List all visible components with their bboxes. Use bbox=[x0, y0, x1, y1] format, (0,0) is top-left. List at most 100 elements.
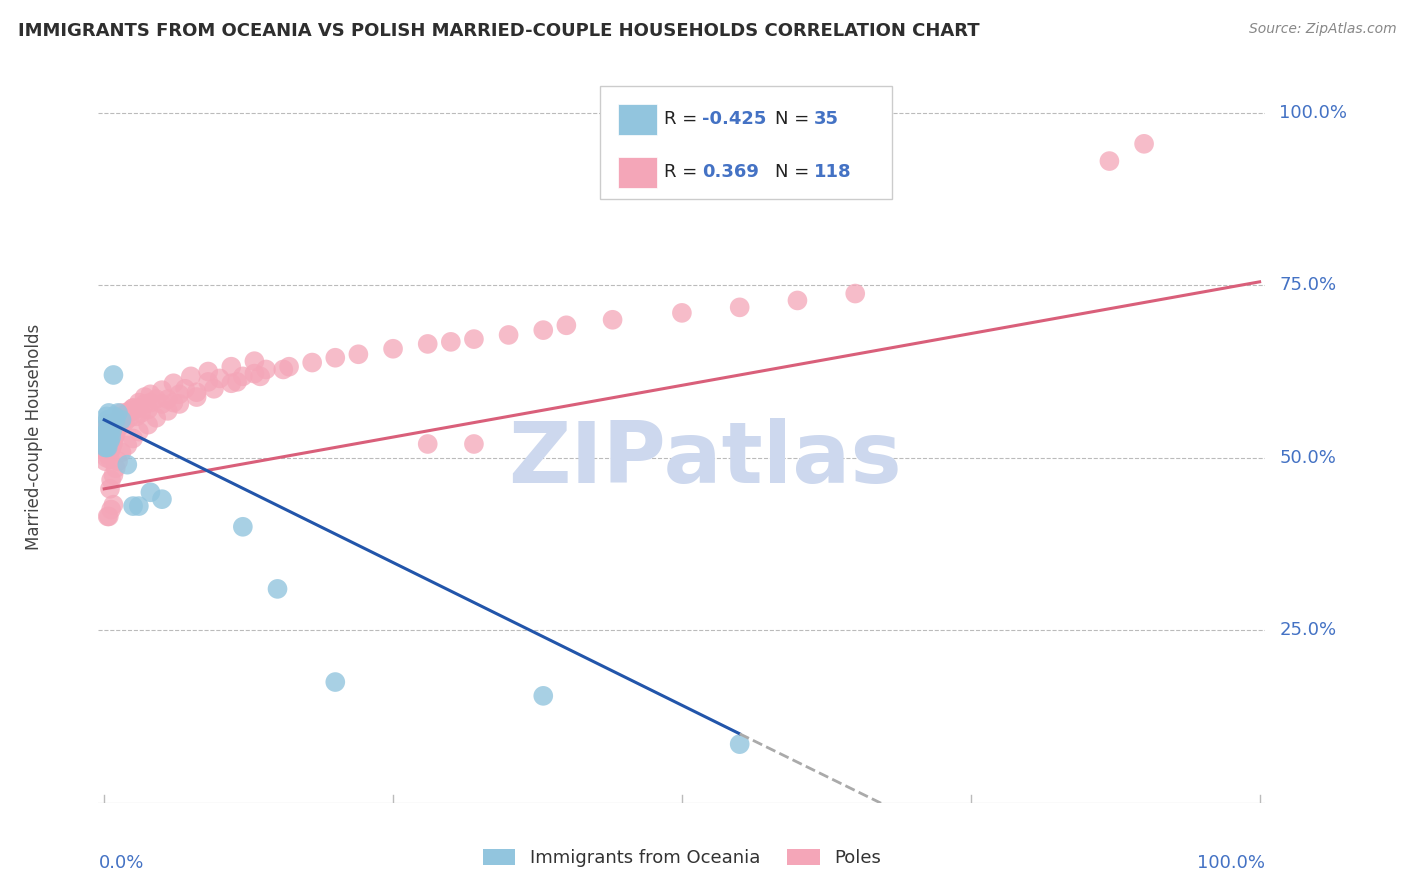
Point bbox=[94, 441, 117, 455]
Point bbox=[100, 442, 122, 457]
Text: N =: N = bbox=[775, 110, 815, 128]
Point bbox=[97, 417, 120, 431]
Point bbox=[101, 438, 124, 452]
Point bbox=[97, 417, 120, 432]
Point bbox=[96, 441, 118, 455]
Point bbox=[186, 385, 208, 400]
Point bbox=[125, 409, 148, 424]
Point bbox=[97, 430, 120, 444]
Point bbox=[108, 419, 131, 434]
Point bbox=[97, 406, 120, 420]
Point bbox=[100, 473, 122, 487]
Point bbox=[100, 441, 122, 455]
Point bbox=[162, 376, 184, 391]
Point bbox=[118, 404, 141, 418]
Point bbox=[243, 367, 266, 381]
Point bbox=[844, 286, 866, 301]
Point bbox=[221, 376, 243, 391]
Text: 0.369: 0.369 bbox=[702, 162, 759, 180]
Point bbox=[122, 401, 145, 416]
Point bbox=[97, 413, 120, 427]
Point bbox=[197, 375, 219, 389]
Text: -0.425: -0.425 bbox=[702, 110, 766, 128]
Point bbox=[232, 369, 254, 384]
Text: Source: ZipAtlas.com: Source: ZipAtlas.com bbox=[1249, 22, 1396, 37]
Point bbox=[97, 437, 120, 451]
Legend: Immigrants from Oceania, Poles: Immigrants from Oceania, Poles bbox=[475, 841, 889, 874]
Point bbox=[128, 499, 150, 513]
Point bbox=[96, 450, 118, 465]
Point bbox=[104, 413, 127, 427]
Point bbox=[103, 422, 125, 436]
Text: 100.0%: 100.0% bbox=[1198, 854, 1265, 872]
Point bbox=[97, 447, 120, 461]
Point bbox=[122, 499, 145, 513]
Point bbox=[117, 406, 139, 420]
Point bbox=[382, 342, 405, 356]
Point bbox=[107, 406, 129, 420]
Point bbox=[150, 492, 173, 507]
Point bbox=[110, 406, 132, 420]
Point bbox=[98, 423, 121, 437]
FancyBboxPatch shape bbox=[617, 157, 658, 187]
Point bbox=[94, 434, 117, 448]
Point bbox=[114, 408, 136, 422]
Point bbox=[103, 468, 125, 483]
Point bbox=[117, 438, 139, 452]
Point bbox=[254, 362, 277, 376]
Point bbox=[122, 401, 145, 416]
Point bbox=[103, 435, 125, 450]
Text: 25.0%: 25.0% bbox=[1279, 622, 1337, 640]
Point bbox=[97, 441, 120, 455]
Point bbox=[97, 434, 120, 449]
Point bbox=[602, 312, 624, 326]
Point bbox=[97, 423, 120, 437]
Text: Married-couple Households: Married-couple Households bbox=[25, 324, 44, 550]
Point bbox=[278, 359, 301, 374]
Point bbox=[180, 369, 202, 384]
Point bbox=[110, 413, 132, 427]
Point bbox=[208, 371, 231, 385]
Point bbox=[1098, 154, 1121, 169]
Point bbox=[197, 365, 219, 379]
Text: N =: N = bbox=[775, 162, 815, 180]
Point bbox=[555, 318, 578, 333]
Point bbox=[104, 461, 127, 475]
Point bbox=[136, 402, 159, 417]
Point bbox=[96, 419, 118, 434]
Point bbox=[134, 397, 156, 411]
Point bbox=[136, 417, 159, 432]
Point bbox=[1133, 136, 1156, 151]
Point bbox=[98, 452, 121, 467]
Point bbox=[97, 509, 120, 524]
Point bbox=[103, 430, 125, 444]
Point bbox=[94, 434, 117, 448]
Point bbox=[111, 410, 134, 425]
Point bbox=[463, 332, 485, 346]
Point bbox=[150, 383, 173, 397]
Point bbox=[156, 392, 179, 406]
Point bbox=[156, 404, 179, 418]
Point bbox=[323, 351, 346, 365]
Text: ZIPatlas: ZIPatlas bbox=[509, 417, 903, 500]
Text: R =: R = bbox=[665, 110, 703, 128]
Point bbox=[107, 413, 129, 427]
Point bbox=[145, 392, 167, 406]
Point bbox=[416, 337, 439, 351]
Point bbox=[169, 397, 191, 411]
Point bbox=[96, 430, 118, 444]
Point bbox=[96, 441, 118, 455]
Point bbox=[94, 426, 117, 441]
Point bbox=[249, 369, 271, 384]
Point bbox=[103, 368, 125, 382]
Point bbox=[98, 437, 121, 451]
Point bbox=[97, 430, 120, 444]
Text: R =: R = bbox=[665, 162, 703, 180]
Point bbox=[671, 306, 693, 320]
Point bbox=[531, 689, 554, 703]
Point bbox=[101, 432, 124, 446]
Point bbox=[463, 437, 485, 451]
Text: IMMIGRANTS FROM OCEANIA VS POLISH MARRIED-COUPLE HOUSEHOLDS CORRELATION CHART: IMMIGRANTS FROM OCEANIA VS POLISH MARRIE… bbox=[18, 22, 980, 40]
Point bbox=[98, 426, 121, 441]
Point bbox=[118, 410, 141, 425]
